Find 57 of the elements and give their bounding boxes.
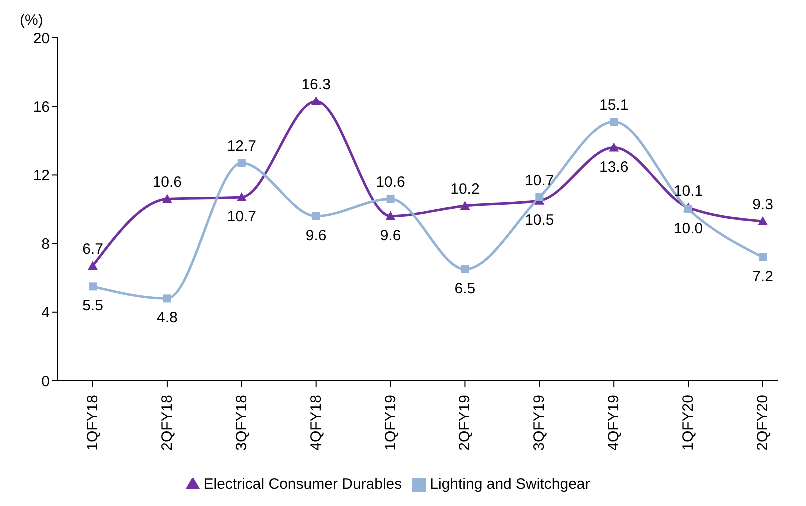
data-label: 4.8	[157, 310, 178, 327]
y-tick-label: 16	[33, 98, 50, 116]
point	[162, 194, 172, 204]
x-tick-label: 1QFY18	[84, 395, 102, 451]
legend-label: Electrical Consumer Durables	[204, 476, 402, 493]
x-tick-label: 1QFY20	[680, 395, 698, 451]
data-label: 13.6	[600, 158, 629, 176]
data-label: 10.7	[525, 172, 554, 190]
point	[536, 193, 544, 202]
x-tick-label: 1QFY19	[382, 395, 400, 451]
point	[610, 118, 618, 126]
point	[758, 216, 768, 226]
point	[238, 159, 246, 168]
data-label: 16.3	[302, 76, 331, 94]
point	[88, 261, 98, 270]
data-label: 10.0	[674, 220, 704, 238]
point	[236, 192, 247, 202]
y-tick-label: 12	[33, 168, 50, 185]
point	[386, 195, 395, 204]
y-axis-title: (%)	[20, 12, 44, 29]
y-tick-label: 8	[42, 236, 50, 254]
x-tick-label: 4QFY19	[606, 395, 623, 451]
point	[312, 212, 320, 220]
x-tick-label: 3QFY18	[233, 395, 250, 451]
point	[89, 282, 97, 291]
point	[311, 96, 322, 106]
point	[163, 294, 172, 303]
x-tick-label: 2QFY19	[456, 395, 474, 451]
data-label: 10.6	[152, 174, 182, 192]
data-label: 6.5	[454, 280, 476, 298]
point	[684, 206, 693, 214]
data-label: 9.6	[306, 227, 327, 244]
data-label: 5.5	[82, 298, 104, 315]
data-label: 9.3	[752, 196, 774, 214]
point	[759, 254, 767, 262]
data-label: 10.2	[450, 181, 480, 198]
legend-label: Lighting and Switchgear	[430, 476, 590, 493]
data-label: 7.2	[752, 268, 774, 286]
data-label: 10.1	[674, 182, 704, 200]
data-label: 10.5	[525, 212, 554, 229]
data-label: 15.1	[600, 97, 629, 114]
point	[609, 142, 620, 152]
x-tick-label: 3QFY19	[531, 395, 548, 451]
x-tick-label: 2QFY20	[754, 395, 772, 451]
data-label: 12.7	[227, 138, 256, 156]
x-tick-label: 2QFY18	[158, 395, 176, 451]
data-label: 10.7	[227, 208, 256, 226]
data-label: 6.7	[82, 241, 104, 258]
y-tick-label: 0	[42, 373, 50, 390]
x-tick-label: 4QFY18	[308, 395, 325, 451]
data-label: 9.6	[380, 227, 402, 244]
y-tick-label: 20	[33, 30, 50, 48]
point	[461, 266, 470, 274]
data-label: 10.6	[376, 174, 406, 192]
point	[386, 211, 396, 220]
y-tick-label: 4	[42, 304, 50, 322]
point	[460, 201, 470, 210]
